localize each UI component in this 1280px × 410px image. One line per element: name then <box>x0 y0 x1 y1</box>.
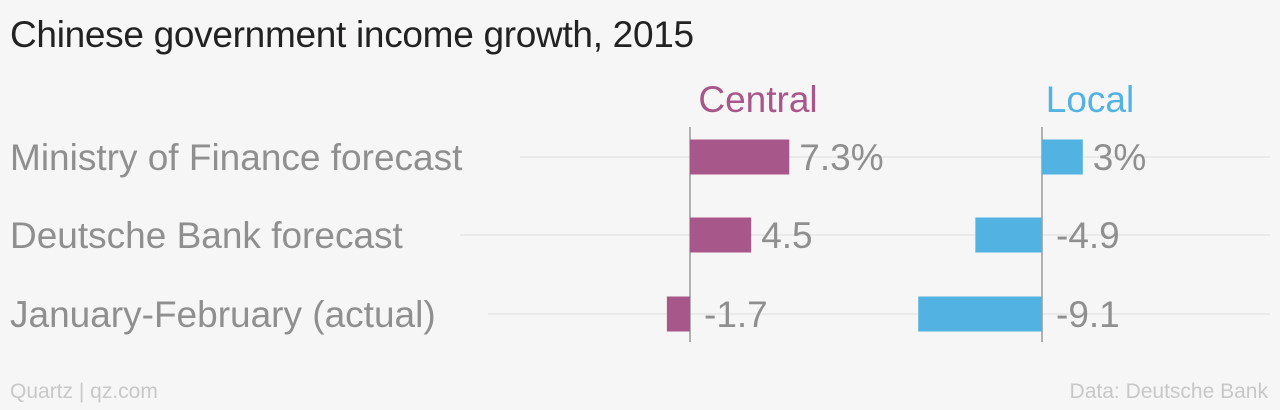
data-label: -9.1 <box>1056 294 1120 335</box>
bar <box>666 296 690 332</box>
source-credit: Quartz | qz.com <box>10 380 158 403</box>
legend-central: Central <box>698 79 817 120</box>
data-label: -1.7 <box>704 294 768 335</box>
data-label: 3% <box>1093 137 1146 178</box>
category-label: January-February (actual) <box>10 294 436 335</box>
bar <box>975 217 1042 253</box>
bar <box>918 296 1042 332</box>
bar <box>1042 139 1083 175</box>
category-label: Ministry of Finance forecast <box>10 137 463 178</box>
data-source: Data: Deutsche Bank <box>1069 380 1268 403</box>
chart-title: Chinese government income growth, 2015 <box>10 14 694 55</box>
data-label: 7.3% <box>799 137 883 178</box>
bar <box>690 217 752 253</box>
legend-local: Local <box>1046 79 1134 120</box>
data-label: -4.9 <box>1056 215 1120 256</box>
category-label: Deutsche Bank forecast <box>10 215 404 256</box>
data-label: 4.5 <box>761 215 812 256</box>
bar <box>690 139 790 175</box>
